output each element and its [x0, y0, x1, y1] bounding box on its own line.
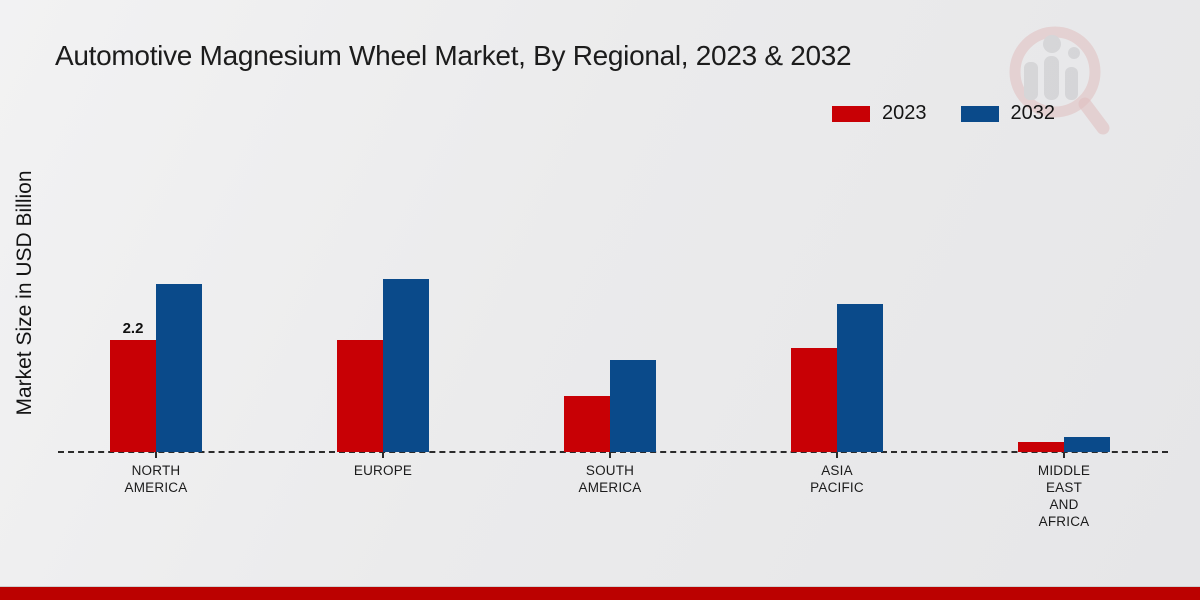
category-label-north-america: NORTH AMERICA — [124, 463, 188, 495]
axis-tick — [1063, 452, 1065, 458]
bar-2032-south-america — [610, 360, 656, 452]
bar-value-label: 2.2 — [122, 320, 144, 337]
legend-label: 2032 — [1010, 102, 1056, 124]
bar-2032-north-america — [156, 284, 202, 452]
bar-2032-europe — [383, 279, 429, 452]
footer-red-band — [0, 587, 1200, 600]
legend-label: 2023 — [882, 102, 927, 124]
chart-title: Automotive Magnesium Wheel Market, By Re… — [55, 40, 852, 71]
legend-item-2023: 2023 — [832, 102, 927, 125]
bar-2032-middle-east-and-africa — [1064, 437, 1110, 452]
legend-item-2032: 2032 — [960, 102, 1056, 125]
legend-swatch-icon — [960, 105, 999, 122]
category-label-middle-east-and-africa: MIDDLE EAST AND AFRICA — [1037, 463, 1091, 529]
axis-tick — [609, 452, 611, 458]
category-label-asia-pacific: ASIA PACIFIC — [810, 463, 864, 495]
footer-divider — [0, 586, 1200, 587]
market-research-magnifier-logo-icon — [1009, 26, 1110, 135]
category-label-south-america: SOUTH AMERICA — [578, 463, 642, 495]
legend: 2023 2032 — [832, 102, 1055, 125]
bar-2032-asia-pacific — [837, 304, 883, 452]
bar-2023-south-america — [564, 396, 610, 452]
axis-tick — [382, 452, 384, 458]
x-axis-baseline — [58, 451, 1168, 453]
bar-2023-north-america — [110, 340, 156, 452]
axis-tick — [836, 452, 838, 458]
legend-swatch-icon — [832, 105, 870, 122]
bar-2023-asia-pacific — [791, 348, 837, 452]
bar-2023-europe — [337, 340, 383, 452]
bar-2023-middle-east-and-africa — [1018, 442, 1064, 452]
axis-tick — [155, 452, 157, 458]
category-label-europe: EUROPE — [353, 463, 413, 478]
